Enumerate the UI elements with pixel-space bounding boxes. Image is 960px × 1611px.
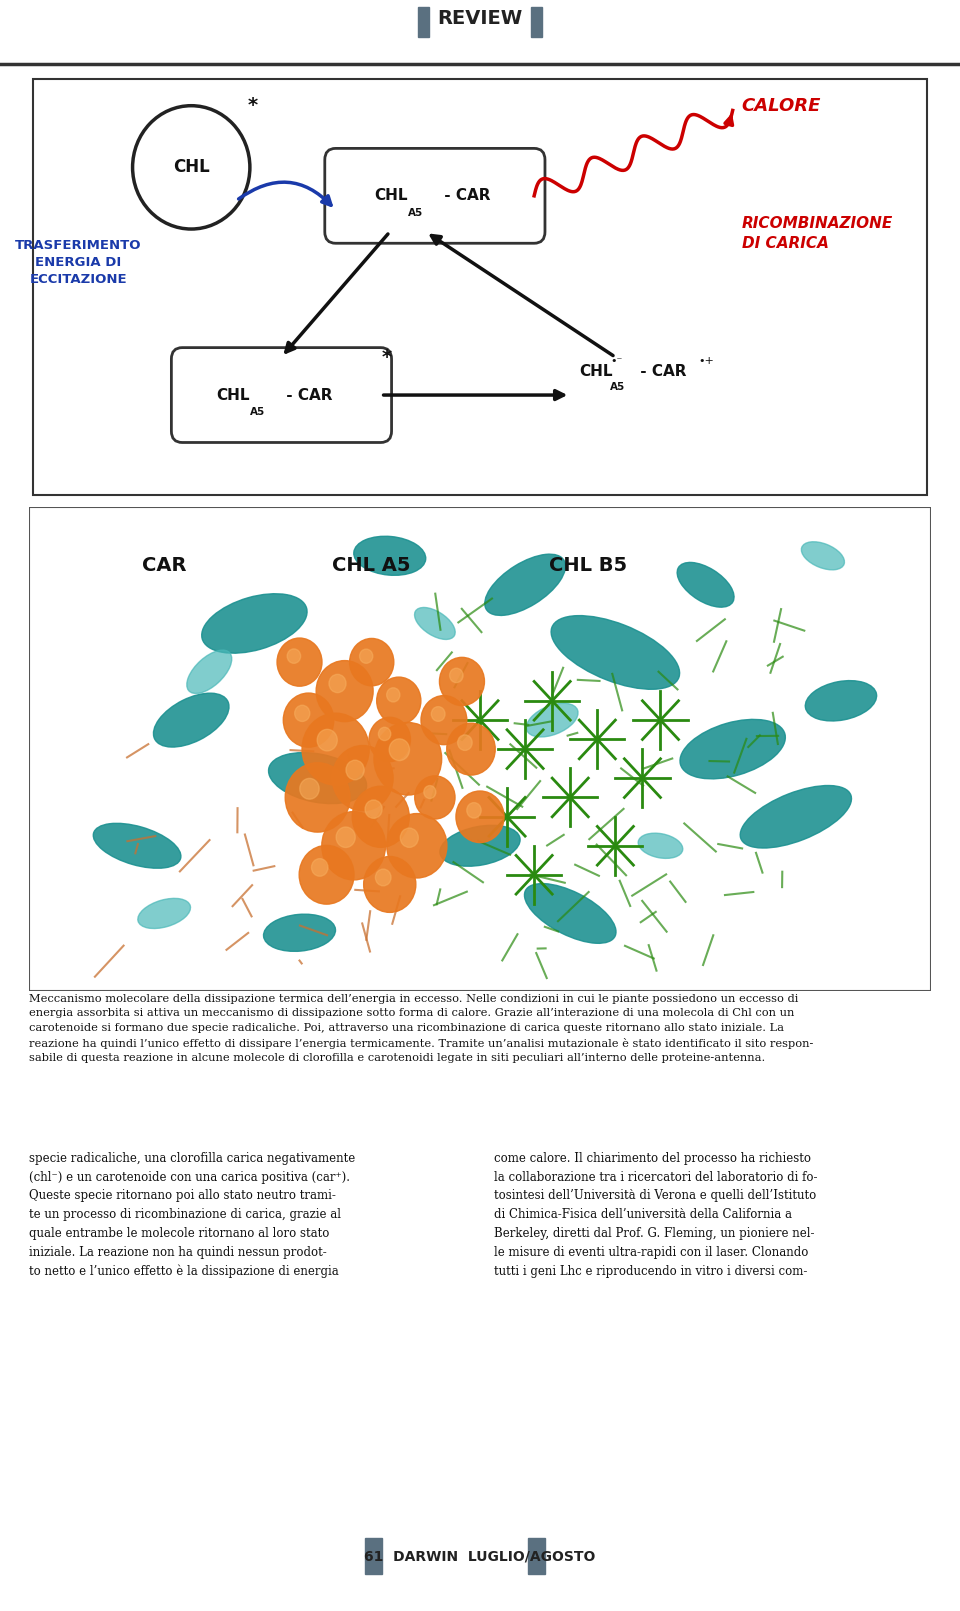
- Bar: [531, 6, 542, 37]
- Text: CHL: CHL: [374, 188, 408, 203]
- Circle shape: [415, 777, 455, 818]
- Ellipse shape: [93, 823, 180, 868]
- Bar: [528, 1537, 545, 1574]
- Text: CHL: CHL: [579, 364, 612, 379]
- Ellipse shape: [680, 720, 785, 778]
- Circle shape: [467, 802, 481, 818]
- Circle shape: [378, 727, 391, 741]
- Circle shape: [316, 661, 373, 722]
- Circle shape: [376, 677, 420, 725]
- Ellipse shape: [638, 833, 683, 859]
- Ellipse shape: [440, 825, 520, 867]
- Ellipse shape: [154, 693, 229, 748]
- Circle shape: [277, 638, 322, 686]
- Circle shape: [431, 707, 445, 722]
- Ellipse shape: [802, 541, 845, 570]
- Circle shape: [322, 812, 386, 880]
- Text: CALORE: CALORE: [742, 97, 821, 114]
- Text: - CAR: - CAR: [281, 388, 333, 403]
- Text: •⁻: •⁻: [610, 356, 622, 366]
- Circle shape: [349, 638, 394, 686]
- Ellipse shape: [677, 562, 734, 607]
- Circle shape: [369, 717, 411, 762]
- Text: come calore. Il chiarimento del processo ha richiesto
la collaborazione tra i ri: come calore. Il chiarimento del processo…: [494, 1152, 818, 1278]
- Text: A5: A5: [408, 208, 423, 217]
- Ellipse shape: [415, 607, 455, 640]
- Text: A5: A5: [250, 408, 265, 417]
- Text: CHL B5: CHL B5: [549, 556, 627, 575]
- Circle shape: [365, 801, 382, 818]
- Bar: [418, 6, 429, 37]
- Ellipse shape: [740, 786, 852, 847]
- Text: A5: A5: [610, 382, 625, 393]
- Circle shape: [332, 746, 393, 810]
- Text: TRASFERIMENTO
ENERGIA DI
ECCITAZIONE: TRASFERIMENTO ENERGIA DI ECCITAZIONE: [15, 238, 142, 285]
- Text: - CAR: - CAR: [636, 364, 686, 379]
- Circle shape: [287, 649, 300, 664]
- Circle shape: [346, 760, 364, 780]
- Text: CHL: CHL: [173, 158, 209, 176]
- Text: *: *: [248, 97, 257, 116]
- Circle shape: [458, 735, 472, 751]
- Text: CHL A5: CHL A5: [332, 556, 411, 575]
- Circle shape: [387, 814, 447, 878]
- Text: specie radicaliche, una clorofilla carica negativamente
(chl⁻) e un carotenoide : specie radicaliche, una clorofilla caric…: [29, 1152, 355, 1279]
- Ellipse shape: [524, 883, 616, 944]
- Bar: [365, 1537, 382, 1574]
- Circle shape: [421, 696, 467, 744]
- Circle shape: [374, 722, 442, 796]
- Circle shape: [449, 669, 463, 683]
- Circle shape: [300, 778, 319, 799]
- Ellipse shape: [526, 704, 578, 736]
- Circle shape: [456, 791, 504, 843]
- Circle shape: [285, 762, 350, 833]
- Circle shape: [352, 786, 409, 847]
- Ellipse shape: [354, 536, 425, 575]
- Circle shape: [400, 828, 419, 847]
- Text: RICOMBINAZIONE
DI CARICA: RICOMBINAZIONE DI CARICA: [742, 216, 893, 251]
- Text: *: *: [382, 348, 392, 367]
- Ellipse shape: [269, 752, 367, 804]
- Circle shape: [300, 846, 354, 904]
- Ellipse shape: [805, 680, 876, 722]
- Circle shape: [387, 688, 400, 702]
- Circle shape: [360, 649, 372, 664]
- Circle shape: [311, 859, 328, 876]
- Circle shape: [364, 857, 416, 912]
- Text: REVIEW: REVIEW: [438, 10, 522, 29]
- Circle shape: [336, 826, 355, 847]
- Text: CAR: CAR: [142, 556, 186, 575]
- Circle shape: [423, 786, 436, 799]
- Text: •+: •+: [698, 356, 714, 366]
- Ellipse shape: [202, 594, 307, 652]
- Text: CHL: CHL: [216, 388, 250, 403]
- Text: Meccanismo molecolare della dissipazione termica dell’energia in eccesso. Nelle : Meccanismo molecolare della dissipazione…: [29, 994, 813, 1063]
- Ellipse shape: [138, 899, 190, 928]
- Text: 61  DARWIN  LUGLIO/AGOSTO: 61 DARWIN LUGLIO/AGOSTO: [364, 1550, 596, 1564]
- Circle shape: [302, 714, 370, 785]
- FancyArrowPatch shape: [239, 182, 331, 205]
- Circle shape: [440, 657, 485, 706]
- Ellipse shape: [264, 913, 335, 952]
- Text: - CAR: - CAR: [440, 188, 491, 203]
- Circle shape: [295, 706, 310, 722]
- Circle shape: [375, 868, 391, 886]
- Ellipse shape: [485, 554, 565, 615]
- Ellipse shape: [187, 651, 231, 693]
- Ellipse shape: [551, 615, 680, 690]
- Circle shape: [389, 739, 410, 760]
- Circle shape: [446, 723, 495, 775]
- Circle shape: [317, 730, 337, 751]
- Circle shape: [283, 693, 334, 748]
- Circle shape: [329, 675, 346, 693]
